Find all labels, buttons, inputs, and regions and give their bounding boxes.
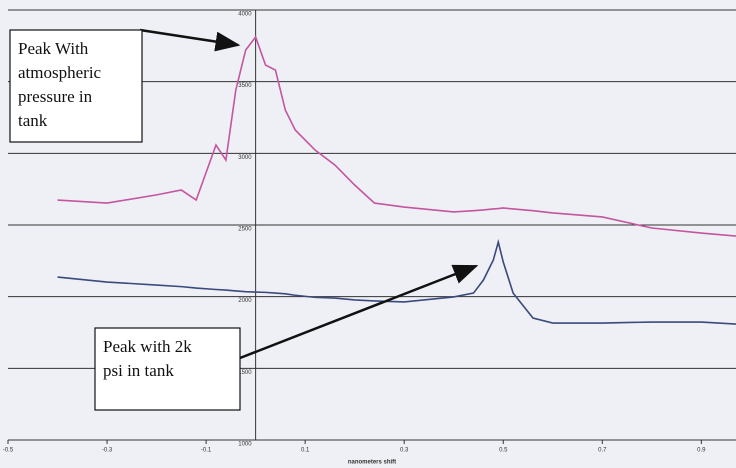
y-tick-label: 1500 <box>238 370 252 376</box>
x-tick-label: -0.3 <box>102 448 113 454</box>
series-line <box>57 238 736 325</box>
arrow <box>239 264 479 360</box>
x-tick-label: -0.1 <box>201 448 212 454</box>
annotation-text: psi in tank <box>103 361 174 380</box>
y-tick-label: 2500 <box>238 227 252 233</box>
series-line <box>57 35 736 237</box>
x-tick-label: 0.1 <box>301 448 310 454</box>
x-tick-label: -0.5 <box>3 448 14 454</box>
annotation-text: pressure in <box>18 87 93 106</box>
annotation-text: atmospheric <box>18 63 102 82</box>
annotation-box <box>9 29 143 143</box>
x-tick-label: 0.3 <box>400 448 409 454</box>
x-tick-label: 0.5 <box>499 448 508 454</box>
y-tick-label: 3500 <box>238 83 252 89</box>
x-tick-label: 0.7 <box>598 448 607 454</box>
x-axis-label: nanometers shift <box>348 460 396 466</box>
annotation-text: tank <box>18 111 48 130</box>
y-tick-label: 2000 <box>238 298 252 304</box>
x-tick-label: 0.9 <box>697 448 706 454</box>
arrow <box>139 28 241 52</box>
annotation-text: Peak with 2k <box>103 337 192 356</box>
y-tick-label: 3000 <box>238 155 252 161</box>
annotation-text: Peak With <box>18 39 89 58</box>
y-tick-label: 4000 <box>238 12 252 18</box>
y-tick-label: 1000 <box>238 442 252 448</box>
annotation-box <box>94 327 241 411</box>
